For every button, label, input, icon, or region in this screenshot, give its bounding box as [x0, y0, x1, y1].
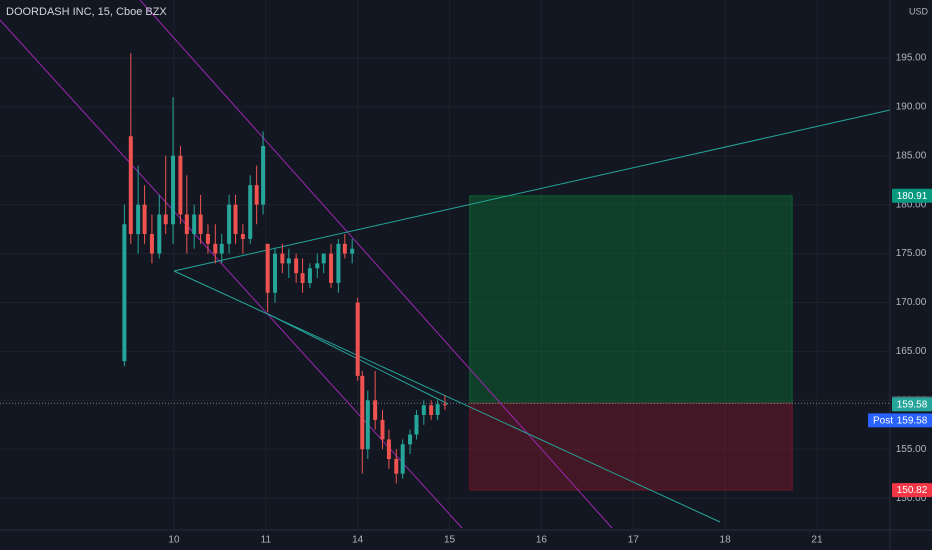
- candle-body: [429, 405, 434, 415]
- y-tick-label: 185.00: [896, 150, 927, 161]
- candle-body: [350, 248, 355, 254]
- channel-line: [139, 0, 613, 529]
- x-tick-label: 11: [261, 535, 272, 546]
- post-tag-value: 159.58: [897, 416, 928, 427]
- price-tag-label: 150.82: [897, 485, 928, 496]
- candle-body: [213, 243, 218, 254]
- candle-body: [386, 439, 391, 459]
- candle-body: [149, 234, 154, 254]
- candle-body: [254, 185, 259, 205]
- position-tool: [0, 195, 890, 491]
- candle-body: [128, 136, 133, 235]
- candle-body: [163, 214, 168, 225]
- candle-body: [342, 243, 347, 254]
- candle-body: [122, 224, 127, 362]
- candle-body: [227, 204, 232, 244]
- y-tick-label: 155.00: [896, 444, 927, 455]
- candle-body: [394, 458, 399, 474]
- loss-zone: [469, 402, 793, 491]
- price-tag: [892, 188, 932, 203]
- candle-body: [307, 268, 312, 283]
- candle-body: [373, 400, 378, 420]
- y-tick-label: 180.00: [896, 199, 927, 210]
- candle-body: [414, 414, 419, 435]
- candle-body: [421, 405, 426, 415]
- candle-body: [219, 243, 224, 254]
- chart-title: DOORDASH INC, 15, Cboe BZX: [6, 6, 167, 18]
- candle-body: [233, 204, 238, 235]
- candle-body: [198, 214, 203, 235]
- candle-body: [248, 185, 253, 239]
- y-tick-label: 165.00: [896, 346, 927, 357]
- price-tag-label: 180.91: [897, 191, 928, 202]
- candle-body: [336, 243, 341, 283]
- x-tick-label: 16: [536, 535, 548, 546]
- y-tick-label: 175.00: [896, 248, 927, 259]
- candle-body: [171, 155, 176, 225]
- price-tag: [892, 483, 932, 498]
- candle-body: [136, 204, 141, 235]
- candle-body: [442, 404, 447, 406]
- candle-body: [380, 419, 385, 440]
- candle-body: [294, 258, 299, 274]
- candle-body: [408, 434, 413, 445]
- axes: 150.00155.00160.00165.00170.00175.00180.…: [168, 53, 932, 546]
- currency: USD: [909, 6, 929, 16]
- channel-line: [0, 19, 463, 529]
- candle-body: [240, 234, 245, 239]
- price-tag: [892, 397, 932, 412]
- candle-body: [261, 146, 266, 205]
- y-tick-label: 195.00: [896, 53, 927, 64]
- candle-body: [142, 204, 147, 235]
- candle-body: [184, 214, 189, 235]
- candle-body: [300, 273, 305, 283]
- x-tick-label: 17: [628, 535, 640, 546]
- candle-body: [329, 253, 334, 283]
- candle-body: [355, 302, 360, 376]
- x-tick-label: 10: [168, 535, 180, 546]
- candle-body: [280, 253, 285, 264]
- candle-body: [273, 253, 278, 293]
- candles: [122, 53, 447, 484]
- x-tick-label: 14: [352, 535, 364, 546]
- candle-body: [205, 234, 210, 244]
- candle-body: [265, 243, 270, 293]
- profit-zone: [469, 195, 793, 404]
- candle-body: [315, 263, 320, 269]
- trend-line: [173, 270, 721, 523]
- candle-body: [178, 155, 183, 215]
- post-tag-name: Post: [873, 416, 893, 427]
- candle-body: [192, 214, 197, 235]
- trend-line: [173, 109, 891, 272]
- post-tag: [868, 413, 932, 428]
- candle-body: [365, 400, 370, 450]
- y-tick-label: 190.00: [896, 102, 927, 113]
- candle-body: [360, 375, 365, 450]
- candle-body: [435, 404, 440, 415]
- candle-body: [321, 253, 326, 264]
- x-tick-label: 21: [811, 535, 823, 546]
- drawings: [0, 0, 891, 529]
- x-tick-label: 18: [720, 535, 732, 546]
- candle-body: [286, 258, 291, 264]
- candle-body: [400, 444, 405, 474]
- candle-body: [157, 214, 162, 254]
- price-tag-label: 159.58: [897, 400, 928, 411]
- y-tick-label: 150.00: [896, 493, 927, 504]
- x-tick-label: 15: [444, 535, 456, 546]
- y-tick-label: 170.00: [896, 297, 927, 308]
